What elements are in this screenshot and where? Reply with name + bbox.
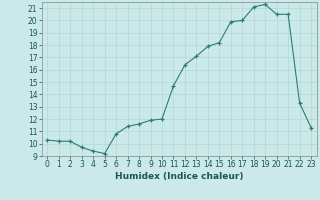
X-axis label: Humidex (Indice chaleur): Humidex (Indice chaleur) — [115, 172, 244, 181]
